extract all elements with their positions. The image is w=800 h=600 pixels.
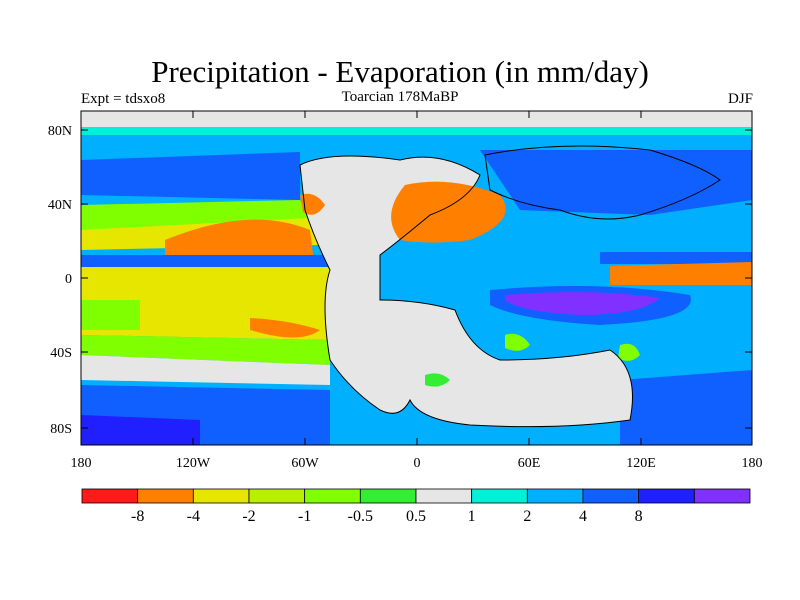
- lon-label-120w: 120W: [176, 456, 211, 471]
- lat-label-80n: 80N: [48, 124, 72, 139]
- lon-label-180w: 180: [71, 456, 92, 471]
- colorbar-swatch: [693, 488, 751, 504]
- lat-label-0: 0: [65, 272, 72, 287]
- colorbar-label: -4: [187, 508, 200, 525]
- colorbar-swatch: [526, 488, 584, 504]
- colorbar-swatch: [638, 488, 695, 504]
- lat-ticks: [81, 129, 752, 429]
- lat-label-80s: 80S: [50, 422, 72, 437]
- colorbar-swatch: [192, 488, 250, 504]
- lon-label-180e: 180: [742, 456, 763, 471]
- map-field: [81, 111, 752, 445]
- colorbar-label: -8: [131, 508, 144, 525]
- colorbar-label: 2: [523, 508, 531, 525]
- colorbar-label: 0.5: [406, 508, 426, 525]
- lon-label-0: 0: [414, 456, 421, 471]
- colorbar-label: -0.5: [348, 508, 373, 525]
- colorbar-swatch: [304, 488, 361, 504]
- colorbar-swatch: [81, 488, 139, 504]
- colorbar: -8 -4 -2 -1 -0.5 0.5 1 2 4 8: [81, 488, 751, 525]
- colorbar-label: 8: [635, 508, 643, 525]
- lon-label-60w: 60W: [291, 456, 319, 471]
- experiment-label: Expt = tdsxo8: [81, 91, 166, 107]
- colorbar-swatch: [415, 488, 473, 504]
- colorbar-label: -1: [298, 508, 311, 525]
- colorbar-label: 1: [468, 508, 476, 525]
- lon-ticks: [192, 111, 642, 445]
- colorbar-swatch: [137, 488, 194, 504]
- colorbar-swatch: [248, 488, 306, 504]
- season-label: DJF: [727, 91, 753, 107]
- colorbar-label: 4: [579, 508, 587, 525]
- chart-title: Precipitation - Evaporation (in mm/day): [151, 54, 649, 89]
- colorbar-swatch: [582, 488, 640, 504]
- lat-label-40n: 40N: [48, 198, 72, 213]
- colorbar-swatch: [359, 488, 417, 504]
- period-label: Toarcian 178MaBP: [341, 89, 459, 105]
- lat-label-40s: 40S: [50, 346, 72, 361]
- colorbar-label: -2: [242, 508, 255, 525]
- lon-label-60e: 60E: [518, 456, 541, 471]
- lon-label-120e: 120E: [626, 456, 656, 471]
- colorbar-swatch: [471, 488, 528, 504]
